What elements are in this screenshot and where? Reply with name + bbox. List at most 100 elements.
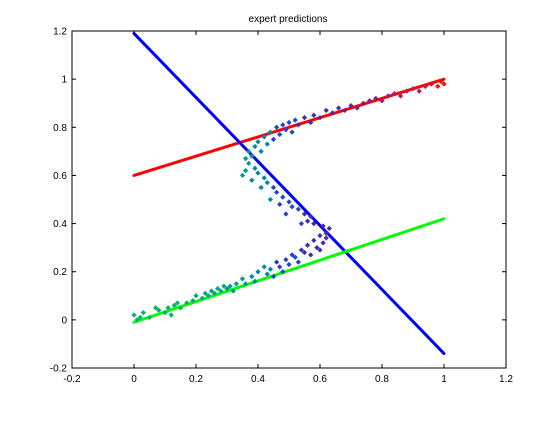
scatter-point — [304, 242, 311, 248]
scatter-point — [162, 310, 168, 316]
x-tick-label-0: -0.2 — [63, 374, 81, 385]
scatter-point — [199, 295, 205, 301]
scatter-point — [267, 196, 274, 203]
x-tick-label-4: 0.6 — [313, 374, 327, 385]
x-tick-label-7: 1.2 — [499, 374, 513, 385]
scatter-point — [208, 288, 215, 294]
scatter-point — [301, 211, 308, 217]
scatter-point — [373, 95, 379, 102]
y-tick-label-6: 1 — [61, 75, 67, 86]
scatter-point — [153, 305, 159, 311]
regression-lines — [132, 31, 446, 356]
scatter-point — [215, 285, 221, 292]
y-tick-label-5: 0.8 — [53, 123, 67, 134]
scatter-point — [342, 107, 348, 114]
scatter-point — [134, 317, 140, 323]
scatter-point — [267, 266, 274, 272]
scatter-point — [277, 131, 283, 138]
y-tick-label-7: 1.2 — [53, 27, 67, 38]
scatter-point — [301, 115, 308, 121]
y-axis: -0.2 0 0.2 0.4 0.6 0.8 1 1.2 — [50, 27, 506, 375]
scatter-point — [171, 302, 177, 309]
scatter-point — [354, 105, 360, 111]
scatter-point — [314, 245, 320, 251]
scatter-point — [360, 100, 367, 106]
scatter-point — [280, 269, 286, 275]
scatter-point — [258, 148, 264, 154]
scatter-point — [255, 170, 261, 176]
scatter-point — [280, 122, 286, 128]
scatter-point — [317, 115, 323, 121]
scatter-point — [295, 122, 301, 128]
scatter-point — [211, 290, 218, 297]
scatter-point — [326, 225, 332, 232]
scatter-point — [255, 139, 261, 145]
scatter-point — [385, 93, 391, 99]
scatter-point — [438, 78, 444, 85]
scatter-point — [140, 310, 146, 316]
scatter-point — [304, 218, 311, 224]
scatter-point — [298, 247, 305, 253]
scatter-point — [233, 281, 239, 287]
scatter-points — [131, 78, 447, 323]
scatter-point — [428, 81, 435, 87]
scatter-point — [286, 261, 292, 268]
scatter-point — [308, 213, 314, 219]
scatter-point — [295, 259, 301, 265]
scatter-point — [323, 235, 329, 241]
scatter-point — [441, 81, 447, 87]
scatter-point — [239, 172, 246, 179]
scatter-point — [292, 117, 298, 123]
scatter-point — [270, 184, 277, 191]
scatter-point — [311, 220, 317, 227]
scatter-point — [416, 88, 422, 94]
scatter-point — [366, 98, 373, 104]
scatter-point — [165, 305, 171, 311]
fit-line-2 — [132, 217, 446, 324]
scatter-point — [218, 288, 224, 294]
scatter-point — [230, 288, 236, 294]
scatter-point — [301, 249, 308, 256]
scatter-point — [283, 211, 289, 217]
scatter-point — [323, 107, 329, 114]
y-tick-label-4: 0.6 — [53, 171, 67, 182]
scatter-point — [270, 273, 277, 280]
scatter-point — [270, 136, 277, 142]
scatter-point — [273, 124, 280, 130]
scatter-point — [261, 264, 267, 270]
scatter-point — [261, 134, 267, 140]
scatter-point — [286, 119, 292, 126]
scatter-point — [190, 297, 196, 304]
scatter-point — [146, 314, 153, 321]
scatter-point — [277, 201, 283, 207]
scatter-point — [273, 259, 280, 265]
scatter-point — [252, 143, 258, 150]
scatter-point — [348, 102, 354, 109]
scatter-point — [242, 281, 249, 287]
scatter-point — [249, 273, 255, 280]
scatter-point — [131, 312, 137, 318]
x-axis: -0.2 0 0.2 0.4 0.6 0.8 1 1.2 — [63, 31, 513, 385]
scatter-point — [422, 83, 429, 89]
scatter-point — [249, 177, 255, 183]
scatter-point — [174, 300, 181, 306]
scatter-point — [317, 247, 323, 253]
scatter-point — [193, 293, 199, 299]
scatter-point — [242, 155, 249, 162]
scatter-point — [227, 283, 233, 289]
scatter-point — [252, 165, 258, 171]
scatter-point — [239, 276, 246, 282]
scatter-point — [283, 257, 289, 263]
scatter-point — [308, 252, 314, 258]
scatter-point — [311, 237, 317, 244]
scatter-point — [289, 129, 295, 135]
scatter-point — [261, 175, 267, 181]
y-tick-label-1: 0 — [61, 315, 67, 326]
scatter-point — [267, 129, 274, 135]
scatter-point — [289, 204, 295, 210]
scatter-point — [252, 278, 258, 284]
scatter-point — [435, 83, 441, 89]
scatter-point — [224, 285, 230, 292]
scatter-point — [329, 110, 336, 116]
